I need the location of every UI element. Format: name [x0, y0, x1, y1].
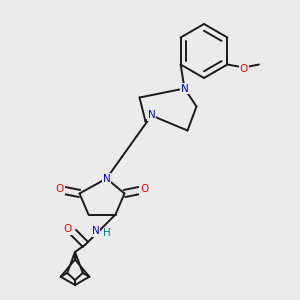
Text: N: N: [148, 110, 155, 121]
Text: O: O: [140, 184, 148, 194]
Text: O: O: [63, 224, 72, 235]
Text: O: O: [240, 64, 248, 74]
Text: O: O: [56, 184, 64, 194]
Text: H: H: [103, 228, 111, 238]
Text: N: N: [103, 173, 110, 184]
Text: N: N: [181, 83, 188, 94]
Text: N: N: [92, 226, 100, 236]
